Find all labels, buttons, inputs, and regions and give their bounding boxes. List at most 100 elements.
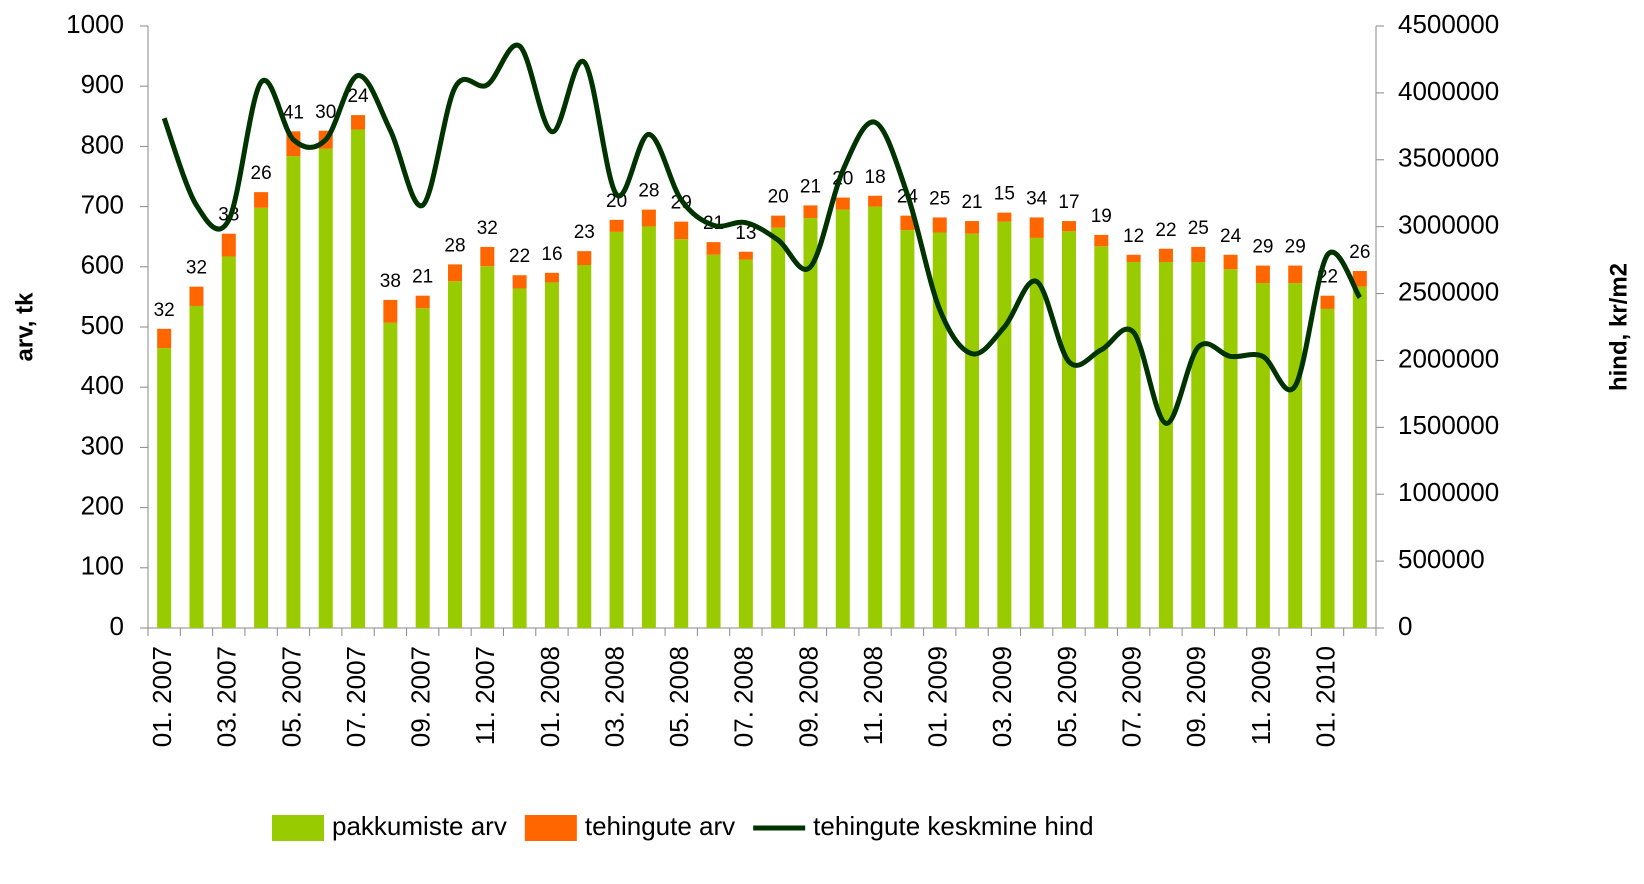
bar-segment <box>803 205 818 219</box>
legend-swatch <box>524 815 577 841</box>
bar-segment <box>997 212 1012 222</box>
data-label: 25 <box>1188 218 1209 239</box>
bar-segment <box>448 281 462 628</box>
x-tick-label: 09. 2009 <box>1181 646 1211 747</box>
data-label: 24 <box>1220 226 1242 247</box>
data-label: 26 <box>1349 242 1370 263</box>
x-tick-label: 07. 2009 <box>1117 646 1147 747</box>
x-tick-label: 01. 2010 <box>1310 646 1340 747</box>
bar-segment <box>1062 221 1076 232</box>
legend-label: tehingute arv <box>585 811 735 841</box>
bar-segment <box>1255 283 1270 628</box>
x-tick-label: 03. 2008 <box>599 646 629 747</box>
bar-segment <box>577 264 592 628</box>
x-tick-label: 11. 2007 <box>470 646 500 745</box>
y-tick-label: 700 <box>81 189 124 219</box>
legend-label: pakkumiste arv <box>332 811 507 841</box>
x-tick-label: 11. 2008 <box>858 646 888 745</box>
data-label: 24 <box>347 86 369 107</box>
y-tick-label: 0 <box>110 611 124 641</box>
bar-segment <box>415 308 430 628</box>
bar-segment <box>900 230 915 628</box>
y2-axis-label: hind, kr/m2 <box>1605 263 1632 391</box>
y-tick-label: 500 <box>81 310 124 340</box>
x-tick-label: 07. 2007 <box>341 646 371 747</box>
bar-segment <box>1126 254 1141 262</box>
x-tick-label: 05. 2007 <box>276 646 306 747</box>
x-tick-label: 09. 2007 <box>406 646 436 747</box>
bar-segment <box>1191 261 1206 628</box>
data-label: 32 <box>477 218 498 239</box>
y2-tick-label: 1500000 <box>1398 410 1499 440</box>
bar-segment <box>221 256 236 628</box>
bar-segment <box>1158 261 1173 628</box>
bar-segment <box>1029 217 1044 238</box>
bar-segment <box>1062 231 1076 629</box>
data-label: 41 <box>283 102 304 123</box>
legend-label: tehingute keskmine hind <box>813 811 1093 841</box>
data-label: 28 <box>638 181 659 202</box>
y2-tick-label: 2500000 <box>1398 276 1499 306</box>
bar-segment <box>932 232 947 628</box>
y2-tick-label: 3500000 <box>1398 143 1499 173</box>
bar-segment <box>1029 237 1044 629</box>
data-label: 22 <box>509 246 530 267</box>
x-tick-label: 07. 2008 <box>729 646 759 747</box>
bar-segment <box>254 192 269 208</box>
y2-tick-label: 0 <box>1398 611 1412 641</box>
bar-segment <box>1126 261 1141 628</box>
bar-segment <box>1288 283 1303 628</box>
bar-segment <box>706 254 721 628</box>
y2-tick-label: 2000000 <box>1398 343 1499 373</box>
data-label: 20 <box>768 187 789 208</box>
y-tick-label: 200 <box>81 490 124 520</box>
bar-segment <box>674 221 689 240</box>
bar-segment <box>1352 286 1367 628</box>
y-tick-label: 400 <box>81 370 124 400</box>
y-tick-label: 1000 <box>66 9 124 39</box>
y2-tick-label: 500000 <box>1398 544 1485 574</box>
data-label: 29 <box>1252 237 1273 258</box>
data-label: 23 <box>574 222 595 243</box>
y2-tick-label: 4500000 <box>1398 9 1499 39</box>
data-label: 38 <box>380 271 401 292</box>
bar-segment <box>965 233 980 628</box>
bar-segment <box>221 233 236 257</box>
bar-segment <box>609 219 624 232</box>
y-tick-label: 100 <box>81 551 124 581</box>
bar-segment <box>738 259 753 628</box>
bar-segment <box>383 299 398 323</box>
data-label: 22 <box>1155 220 1176 241</box>
y2-tick-label: 4000000 <box>1398 76 1499 106</box>
x-tick-label: 01. 2008 <box>535 646 565 747</box>
bar-segment <box>415 295 430 309</box>
bar-segment <box>286 156 301 629</box>
data-label: 19 <box>1091 206 1112 227</box>
bar-segment <box>1255 265 1270 284</box>
y-tick-label: 300 <box>81 430 124 460</box>
bar-segment <box>674 239 689 628</box>
data-label: 32 <box>154 300 175 321</box>
data-label: 17 <box>1058 192 1079 213</box>
bar-segment <box>480 246 495 267</box>
line <box>161 42 1363 426</box>
x-tick-label: 05. 2008 <box>664 646 694 747</box>
bar-segment <box>965 221 980 234</box>
bar-segment <box>771 215 786 228</box>
bar-segment <box>351 115 366 130</box>
bar-segment <box>189 305 204 628</box>
bar-segment <box>448 264 462 282</box>
x-tick-label: 01. 2009 <box>923 646 953 747</box>
data-label: 26 <box>251 163 272 184</box>
bar-segment <box>997 221 1012 628</box>
bar-segment <box>738 251 753 260</box>
y2-tick-label: 3000000 <box>1398 210 1499 240</box>
legend-swatch <box>272 815 324 841</box>
bar-segment <box>771 227 786 629</box>
bar-segment <box>318 148 333 629</box>
bar-segment <box>383 322 398 628</box>
bar-segment <box>835 209 850 629</box>
data-label: 16 <box>541 244 562 265</box>
data-label: 25 <box>929 188 950 209</box>
